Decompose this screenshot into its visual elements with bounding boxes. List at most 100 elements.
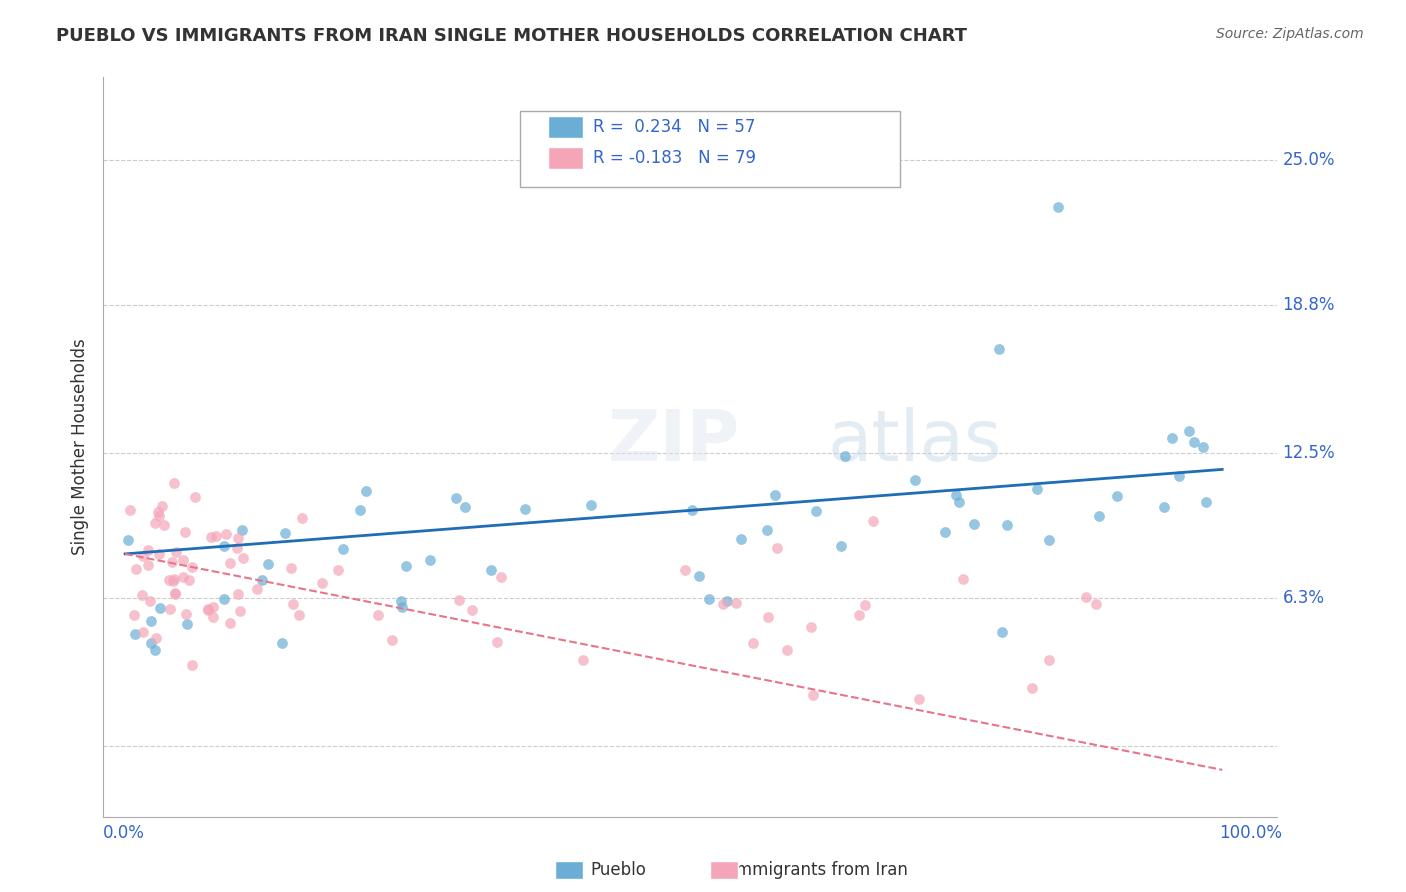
Point bbox=[853, 598, 876, 612]
Point bbox=[131, 588, 153, 602]
Point bbox=[673, 563, 696, 577]
Point bbox=[1038, 653, 1060, 667]
Point bbox=[395, 559, 418, 574]
Point bbox=[489, 569, 512, 583]
Point bbox=[766, 541, 789, 556]
Point bbox=[280, 561, 302, 575]
Point bbox=[479, 563, 502, 577]
Point bbox=[485, 635, 508, 649]
Point bbox=[444, 491, 467, 506]
Point bbox=[830, 539, 852, 553]
Point bbox=[172, 570, 194, 584]
Point bbox=[218, 615, 240, 630]
Point bbox=[291, 511, 314, 525]
Point bbox=[143, 643, 166, 657]
Point bbox=[952, 572, 974, 586]
Point bbox=[180, 560, 202, 574]
Text: 100.0%: 100.0% bbox=[1219, 824, 1282, 842]
Point bbox=[1107, 489, 1129, 503]
Point bbox=[202, 599, 225, 614]
Point bbox=[200, 529, 222, 543]
Point bbox=[197, 602, 219, 616]
Point bbox=[143, 516, 166, 530]
Point bbox=[1161, 431, 1184, 445]
Point bbox=[162, 574, 184, 588]
Point bbox=[848, 607, 870, 622]
Point bbox=[697, 591, 720, 606]
Point bbox=[311, 575, 333, 590]
Point bbox=[172, 553, 194, 567]
Point bbox=[139, 636, 162, 650]
Point bbox=[232, 551, 254, 566]
Point bbox=[349, 503, 371, 517]
Point bbox=[270, 636, 292, 650]
Point bbox=[419, 552, 441, 566]
Point bbox=[461, 603, 484, 617]
Point bbox=[834, 449, 856, 463]
Text: 6.3%: 6.3% bbox=[1282, 590, 1324, 607]
Point bbox=[288, 608, 311, 623]
Point bbox=[153, 517, 176, 532]
Point bbox=[1021, 681, 1043, 695]
Point bbox=[165, 545, 187, 559]
Point bbox=[226, 531, 249, 545]
Point bbox=[163, 572, 186, 586]
Point bbox=[356, 484, 378, 499]
Text: 12.5%: 12.5% bbox=[1282, 444, 1336, 462]
Text: R = -0.183   N = 79: R = -0.183 N = 79 bbox=[593, 149, 756, 167]
Point bbox=[148, 547, 170, 561]
Point bbox=[1074, 591, 1097, 605]
Point bbox=[215, 527, 238, 541]
Point bbox=[120, 503, 142, 517]
Point bbox=[513, 501, 536, 516]
Point bbox=[281, 597, 304, 611]
Point bbox=[174, 607, 197, 621]
Point bbox=[163, 475, 186, 490]
Point bbox=[173, 524, 195, 539]
Point bbox=[454, 500, 477, 515]
Y-axis label: Single Mother Households: Single Mother Households bbox=[72, 339, 89, 556]
Point bbox=[163, 586, 186, 600]
Point bbox=[231, 524, 253, 538]
Point bbox=[273, 525, 295, 540]
Point bbox=[226, 587, 249, 601]
Point bbox=[163, 587, 186, 601]
Text: Pueblo: Pueblo bbox=[591, 861, 647, 879]
Point bbox=[228, 604, 250, 618]
Point bbox=[179, 573, 201, 587]
Point bbox=[225, 541, 247, 555]
Point bbox=[136, 542, 159, 557]
Point bbox=[571, 652, 593, 666]
Text: ZIP: ZIP bbox=[607, 407, 740, 475]
Point bbox=[945, 488, 967, 502]
Point bbox=[125, 562, 148, 576]
Point bbox=[180, 658, 202, 673]
Point bbox=[139, 614, 162, 628]
Text: 25.0%: 25.0% bbox=[1282, 151, 1336, 169]
Point bbox=[907, 692, 929, 706]
Text: R =  0.234   N = 57: R = 0.234 N = 57 bbox=[593, 118, 755, 136]
Point bbox=[332, 542, 354, 557]
Point bbox=[1182, 434, 1205, 449]
Point bbox=[1088, 508, 1111, 523]
Point bbox=[1194, 494, 1216, 508]
Point bbox=[682, 503, 704, 517]
Point bbox=[1046, 200, 1069, 214]
Point bbox=[934, 524, 956, 539]
Point bbox=[246, 582, 269, 596]
Point bbox=[742, 635, 765, 649]
Point bbox=[159, 601, 181, 615]
Point bbox=[447, 593, 470, 607]
Point bbox=[381, 633, 404, 648]
Point bbox=[146, 505, 169, 519]
Text: 0.0%: 0.0% bbox=[103, 824, 145, 842]
Point bbox=[862, 514, 884, 528]
Point bbox=[246, 0, 269, 3]
Point bbox=[990, 624, 1012, 639]
Point bbox=[801, 688, 824, 702]
Point bbox=[117, 533, 139, 547]
Point bbox=[256, 557, 278, 571]
Point bbox=[962, 516, 984, 531]
Text: Source: ZipAtlas.com: Source: ZipAtlas.com bbox=[1216, 27, 1364, 41]
Point bbox=[367, 607, 389, 622]
